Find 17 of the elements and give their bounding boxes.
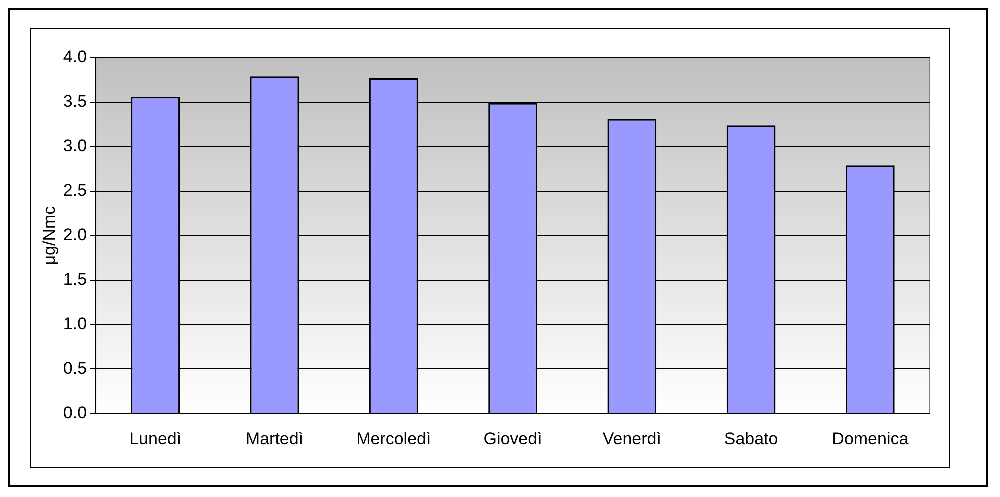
- y-tick-label: 1.5: [63, 270, 88, 289]
- x-tick-label: Domenica: [832, 429, 910, 448]
- y-tick-label: 2.5: [63, 181, 88, 200]
- x-tick-label: Martedì: [246, 429, 304, 448]
- y-tick-label: 0.0: [63, 403, 88, 422]
- x-tick-label: Venerdì: [602, 429, 662, 448]
- y-tick-label: 2.0: [63, 225, 88, 244]
- y-tick-label: 1.0: [63, 314, 88, 334]
- x-tick-label: Giovedì: [484, 429, 542, 448]
- x-tick-label: Lunedì: [130, 429, 182, 448]
- x-tick-label: Mercoledì: [356, 429, 432, 448]
- y-tick-label: 4.0: [63, 48, 88, 67]
- y-tick-label: 3.5: [63, 92, 88, 112]
- y-tick-label: 3.0: [63, 136, 88, 156]
- x-tick-label: Sabato: [724, 429, 778, 448]
- y-axis-title: μg/Nmc: [40, 206, 59, 266]
- y-tick-label: 0.5: [63, 358, 88, 378]
